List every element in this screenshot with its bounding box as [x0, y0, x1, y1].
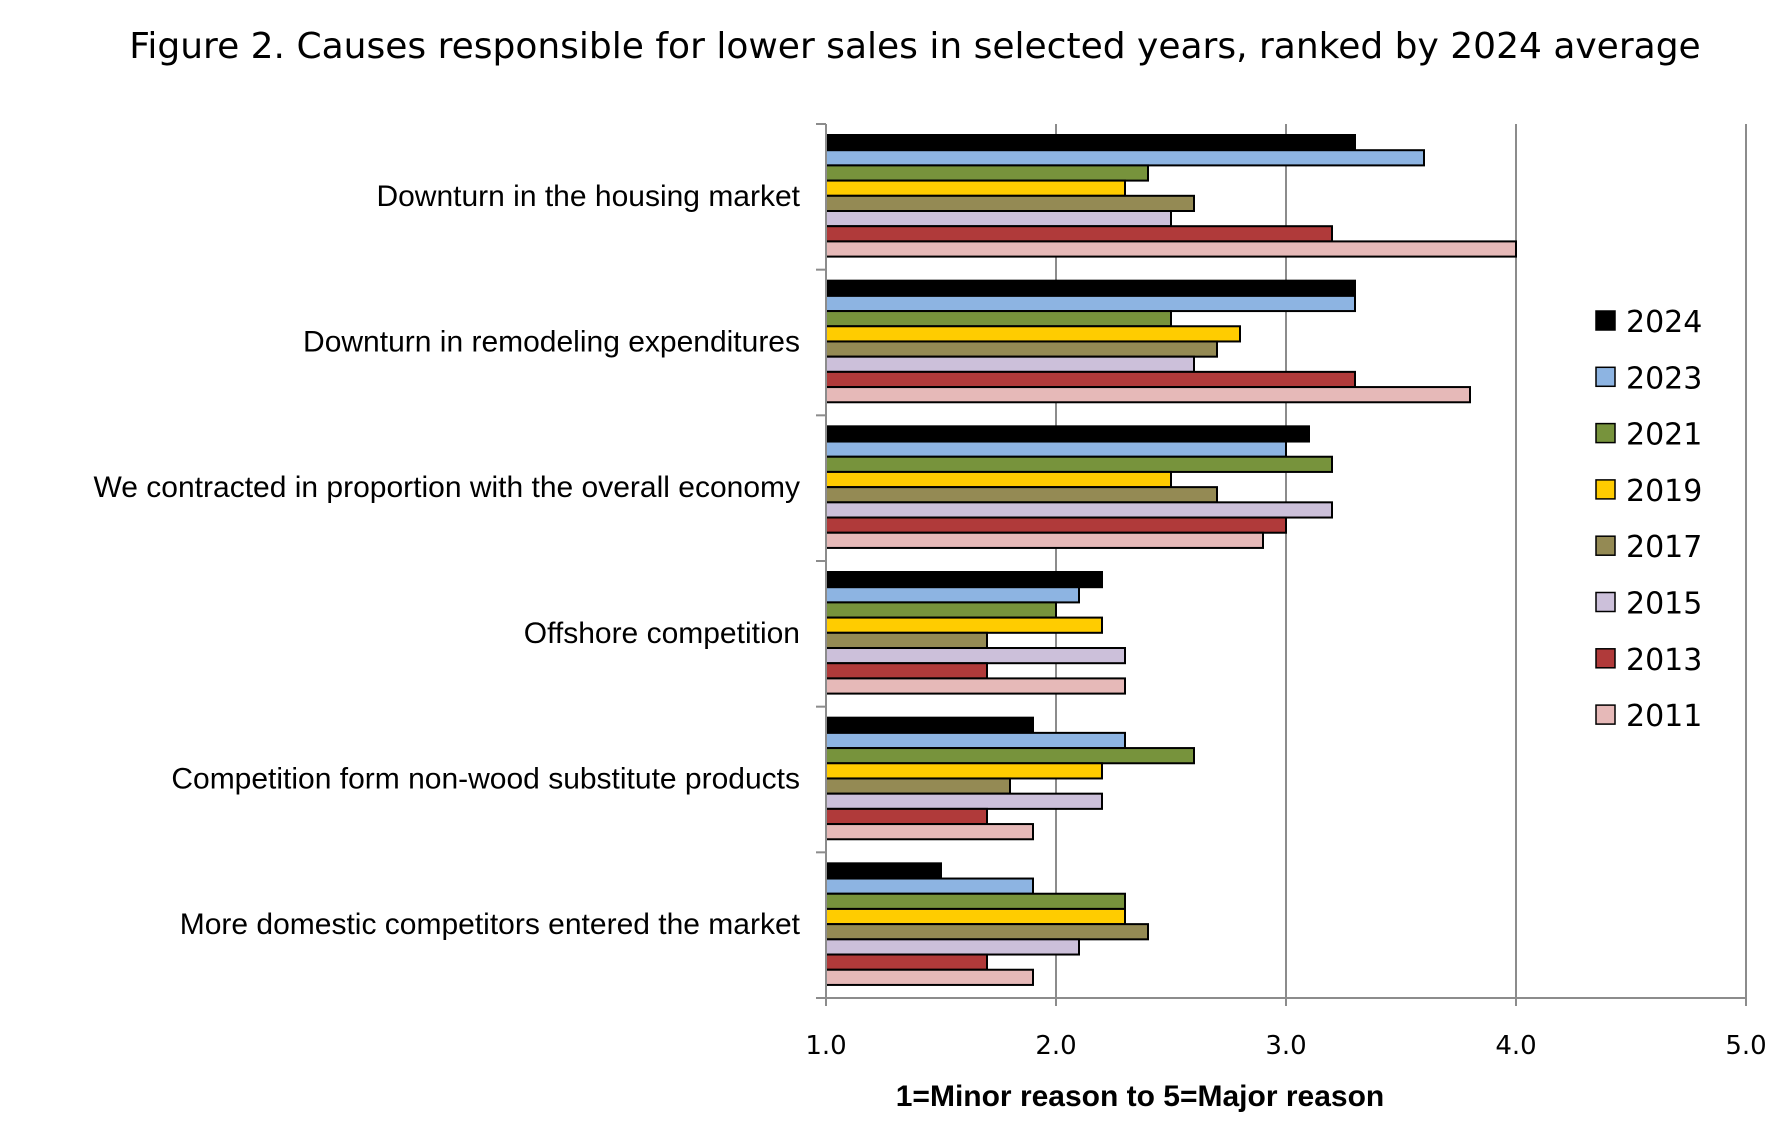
- bars: [825, 134, 1517, 986]
- bar-2015-1: [825, 210, 1172, 228]
- legend-label-2017: 2017: [1626, 530, 1702, 565]
- legend-label-2019: 2019: [1626, 474, 1702, 509]
- bar-2021-5: [825, 747, 1195, 765]
- legend-swatch-2015: [1595, 591, 1616, 613]
- bar-2024-5: [825, 716, 1034, 734]
- bar-2021-4: [825, 601, 1057, 619]
- bar-2017-3: [825, 486, 1218, 504]
- bar-2023-6: [825, 877, 1034, 895]
- bar-2015-2: [825, 355, 1195, 373]
- bar-2015-5: [825, 792, 1103, 810]
- bar-2013-6: [825, 953, 988, 971]
- bar-2017-2: [825, 340, 1218, 358]
- x-tick-labels: 1.0 2.0 3.0 4.0 5.0: [805, 1031, 1766, 1061]
- bar-2021-2: [825, 310, 1172, 328]
- legend: 2024 2023 2021 2019 2017 2015 2013 2011: [1595, 305, 1702, 734]
- x-tick-label: 5.0: [1725, 1031, 1766, 1061]
- bar-2024-6: [825, 862, 942, 880]
- bar-2011-4: [825, 677, 1126, 695]
- category-label: We contracted in proportion with the ove…: [94, 471, 800, 504]
- bar-2023-1: [825, 149, 1425, 167]
- legend-label-2021: 2021: [1626, 418, 1702, 453]
- bar-2011-3: [825, 531, 1264, 549]
- category-label: Downturn in remodeling expenditures: [303, 325, 800, 358]
- legend-swatch-2023: [1595, 366, 1616, 388]
- bar-2011-6: [825, 968, 1034, 986]
- legend-label-2013: 2013: [1626, 643, 1702, 678]
- bar-2024-1: [825, 134, 1356, 152]
- bar-2011-2: [825, 386, 1471, 404]
- bar-2019-1: [825, 179, 1126, 197]
- legend-swatch-2024: [1595, 310, 1616, 331]
- bar-2024-2: [825, 279, 1356, 297]
- bar-2021-6: [825, 892, 1126, 910]
- bar-2011-5: [825, 823, 1034, 841]
- x-axis-label: 1=Minor reason to 5=Major reason: [896, 1080, 1384, 1113]
- bar-2019-6: [825, 907, 1126, 926]
- bar-2019-4: [825, 616, 1103, 634]
- legend-label-2015: 2015: [1626, 587, 1702, 622]
- x-tick-label: 2.0: [1035, 1031, 1076, 1061]
- legend-swatch-2011: [1595, 704, 1616, 725]
- bar-2015-4: [825, 647, 1126, 665]
- category-label: Downturn in the housing market: [376, 180, 800, 213]
- x-tick-label: 1.0: [805, 1031, 846, 1061]
- legend-label-2011: 2011: [1626, 699, 1702, 734]
- gridlines: [1055, 124, 1747, 998]
- bar-2015-6: [825, 938, 1080, 956]
- bar-2013-1: [825, 225, 1333, 243]
- bar-2023-2: [825, 294, 1356, 313]
- chart-title: Figure 2. Causes responsible for lower s…: [129, 26, 1700, 67]
- category-label: Competition form non-wood substitute pro…: [171, 762, 800, 795]
- bar-2019-2: [825, 325, 1241, 343]
- bar-2017-4: [825, 631, 988, 649]
- bar-2023-5: [825, 731, 1126, 750]
- legend-swatch-2021: [1595, 422, 1616, 444]
- bar-2013-5: [825, 807, 988, 826]
- bar-2013-2: [825, 370, 1356, 389]
- bar-2015-3: [825, 501, 1333, 519]
- x-tick-label: 4.0: [1495, 1031, 1536, 1061]
- legend-swatch-2013: [1595, 648, 1616, 669]
- bar-2023-4: [825, 586, 1080, 604]
- bar-2023-3: [825, 440, 1287, 458]
- bar-2013-4: [825, 662, 988, 680]
- bar-2021-3: [825, 455, 1333, 473]
- bar-2017-6: [825, 923, 1149, 941]
- category-label: Offshore competition: [524, 617, 800, 650]
- legend-swatch-2019: [1595, 479, 1616, 500]
- legend-label-2024: 2024: [1626, 305, 1702, 340]
- legend-swatch-2017: [1595, 535, 1616, 556]
- bar-2011-1: [825, 240, 1517, 258]
- bar-2021-1: [825, 164, 1149, 182]
- bar-2024-3: [825, 425, 1310, 443]
- legend-label-2023: 2023: [1626, 361, 1702, 396]
- category-labels: Downturn in the housing market Downturn i…: [94, 180, 801, 941]
- axes: [816, 123, 1747, 1006]
- category-label: More domestic competitors entered the ma…: [180, 908, 801, 941]
- bar-2013-3: [825, 516, 1287, 534]
- x-tick-label: 3.0: [1265, 1031, 1306, 1061]
- bar-2017-5: [825, 777, 1011, 795]
- bar-2019-3: [825, 470, 1172, 489]
- bar-2024-4: [825, 571, 1103, 589]
- bar-2017-1: [825, 194, 1195, 213]
- bar-2019-5: [825, 762, 1103, 780]
